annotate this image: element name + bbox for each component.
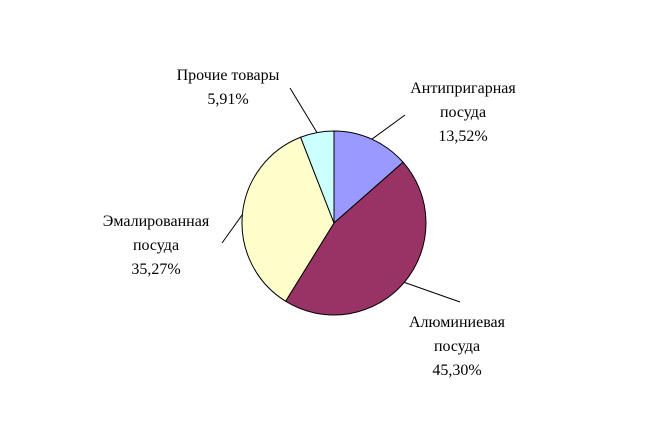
value-label: 13,52% (438, 128, 488, 145)
slice-label: Прочие товары 5,91% (158, 64, 298, 112)
category-label: Антипригарная посуда (410, 80, 516, 121)
value-label: 35,27% (131, 261, 181, 278)
category-label: Алюминиевая посуда (409, 314, 505, 355)
category-label: Прочие товары (176, 67, 280, 84)
pie-slice (284, 161, 427, 316)
slice-label: Эмалированная посуда 35,27% (86, 210, 226, 282)
leader-line (221, 214, 243, 244)
leader-line (289, 87, 318, 133)
slice-label: Антипригарная посуда 13,52% (393, 77, 533, 149)
leader-line (371, 114, 406, 140)
category-label: Эмалированная посуда (102, 213, 210, 254)
slice-label: Алюминиевая посуда 45,30% (387, 311, 527, 383)
leader-line (404, 281, 461, 303)
value-label: 45,30% (432, 362, 482, 379)
value-label: 5,91% (207, 91, 249, 108)
pie-slice (299, 130, 335, 224)
